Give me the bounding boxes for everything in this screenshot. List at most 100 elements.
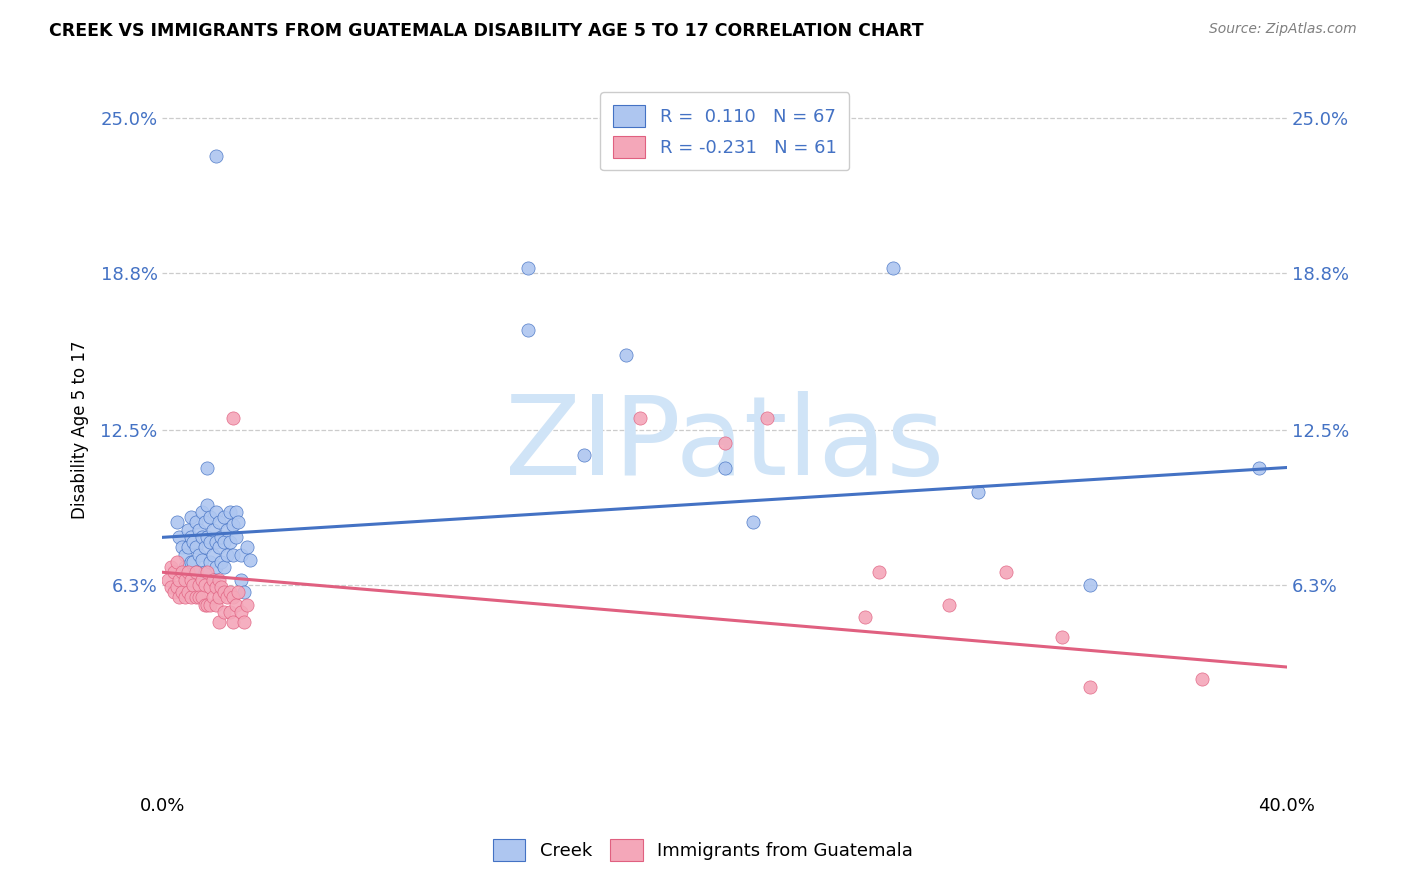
Point [177,566,200,580]
Point [194,566,217,580]
Point [194,541,217,555]
Point [166,580,188,594]
Point [231,548,253,562]
Point [217,523,239,537]
Point [172,541,194,555]
Point [180,510,202,524]
Point [169,590,191,604]
Point [160,560,183,574]
Point [194,598,217,612]
Point [166,516,188,530]
Point [217,590,239,604]
Point [628,410,651,425]
Point [713,460,735,475]
Point [188,523,211,537]
Point [202,590,225,604]
Point [219,505,242,519]
Point [211,530,233,544]
Point [205,149,228,163]
Point [236,541,259,555]
Point [208,573,231,587]
Point [214,510,236,524]
Point [994,566,1017,580]
Point [188,590,211,604]
Point [222,590,245,604]
Point [177,523,200,537]
Point [180,555,202,569]
Point [966,485,988,500]
Point [225,505,247,519]
Point [197,566,219,580]
Point [225,598,247,612]
Point [516,260,538,275]
Point [200,535,222,549]
Point [882,260,904,275]
Point [868,566,890,580]
Point [205,560,228,574]
Point [186,566,208,580]
Point [214,585,236,599]
Point [205,598,228,612]
Point [191,553,214,567]
Point [713,435,735,450]
Point [174,560,197,574]
Point [174,548,197,562]
Point [197,460,219,475]
Point [188,578,211,592]
Point [200,555,222,569]
Point [1078,680,1101,694]
Point [208,541,231,555]
Point [228,585,250,599]
Point [174,573,197,587]
Point [214,560,236,574]
Point [214,605,236,619]
Point [755,410,778,425]
Point [157,573,180,587]
Text: Source: ZipAtlas.com: Source: ZipAtlas.com [1209,22,1357,37]
Point [191,505,214,519]
Point [180,590,202,604]
Legend: Creek, Immigrants from Guatemala: Creek, Immigrants from Guatemala [482,829,924,872]
Point [1247,460,1270,475]
Point [191,590,214,604]
Point [219,585,242,599]
Point [166,555,188,569]
Point [186,516,208,530]
Point [200,580,222,594]
Point [217,548,239,562]
Point [938,598,960,612]
Point [211,580,233,594]
Point [572,448,595,462]
Point [169,530,191,544]
Point [180,530,202,544]
Point [741,516,763,530]
Point [205,580,228,594]
Point [208,516,231,530]
Legend: R =  0.110   N = 67, R = -0.231   N = 61: R = 0.110 N = 67, R = -0.231 N = 61 [600,92,849,170]
Point [200,510,222,524]
Point [183,555,205,569]
Point [172,585,194,599]
Point [205,535,228,549]
Point [163,566,186,580]
Point [180,573,202,587]
Point [211,555,233,569]
Point [197,498,219,512]
Point [1050,630,1073,644]
Point [219,605,242,619]
Point [191,530,214,544]
Point [186,566,208,580]
Y-axis label: Disability Age 5 to 17: Disability Age 5 to 17 [72,341,89,519]
Text: CREEK VS IMMIGRANTS FROM GUATEMALA DISABILITY AGE 5 TO 17 CORRELATION CHART: CREEK VS IMMIGRANTS FROM GUATEMALA DISAB… [49,22,924,40]
Point [231,605,253,619]
Point [222,615,245,629]
Point [197,530,219,544]
Point [225,530,247,544]
Point [183,578,205,592]
Point [222,548,245,562]
Point [219,535,242,549]
Point [231,573,253,587]
Point [188,548,211,562]
Point [177,585,200,599]
Point [183,535,205,549]
